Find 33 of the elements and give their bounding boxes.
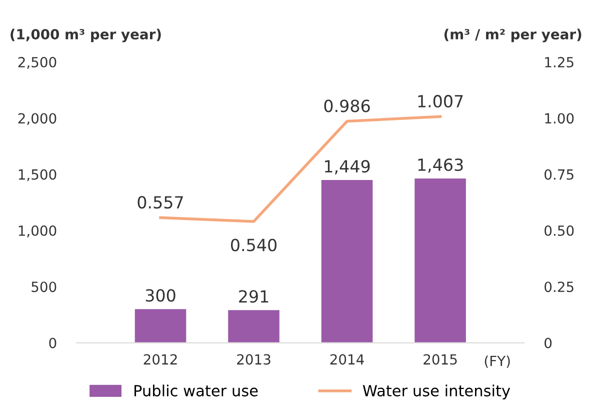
y-tick-label: 500 — [32, 282, 56, 292]
x-tick-label: 2015 — [424, 354, 457, 365]
data-label: 0.540 — [231, 238, 277, 252]
y2-tick-label: 0.25 — [544, 282, 574, 292]
x-tick-label: 2014 — [330, 354, 364, 365]
x-tick-label: 2013 — [237, 354, 270, 365]
y-tick-label: 0 — [49, 338, 56, 348]
y-tick-label: 1,500 — [18, 169, 56, 182]
x-tick-label: 2012 — [144, 354, 177, 365]
bar — [414, 178, 466, 343]
data-label: 1,463 — [418, 158, 463, 173]
legend-label: Public water use — [134, 384, 258, 396]
y2-tick-label: 1.25 — [545, 56, 574, 68]
data-label: 1,449 — [324, 160, 370, 174]
y2-tick-label: 0.75 — [544, 169, 574, 180]
data-label: 300 — [146, 289, 176, 302]
y-tick-label: 2,500 — [18, 56, 56, 69]
y-tick-label: 1,000 — [18, 225, 56, 238]
y2-tick-label: 1.00 — [545, 113, 574, 124]
legend-label: Water use intensity — [362, 384, 510, 400]
y2-axis-title: (m³ / m² per year) — [444, 28, 582, 42]
bar — [321, 180, 373, 343]
x-axis-title: (FY) — [484, 355, 510, 368]
y2-tick-label: 0.50 — [544, 225, 574, 236]
data-label: 1.007 — [418, 94, 463, 108]
data-label: 0.986 — [324, 100, 370, 112]
y-tick-label: 2,000 — [18, 113, 56, 126]
y2-tick-label: 0 — [544, 338, 552, 348]
data-label: 0.557 — [138, 196, 183, 209]
bar — [228, 310, 280, 343]
bar — [134, 309, 186, 343]
data-label: 291 — [239, 290, 268, 303]
y-axis-title: (1,000 m³ per year) — [10, 28, 161, 42]
